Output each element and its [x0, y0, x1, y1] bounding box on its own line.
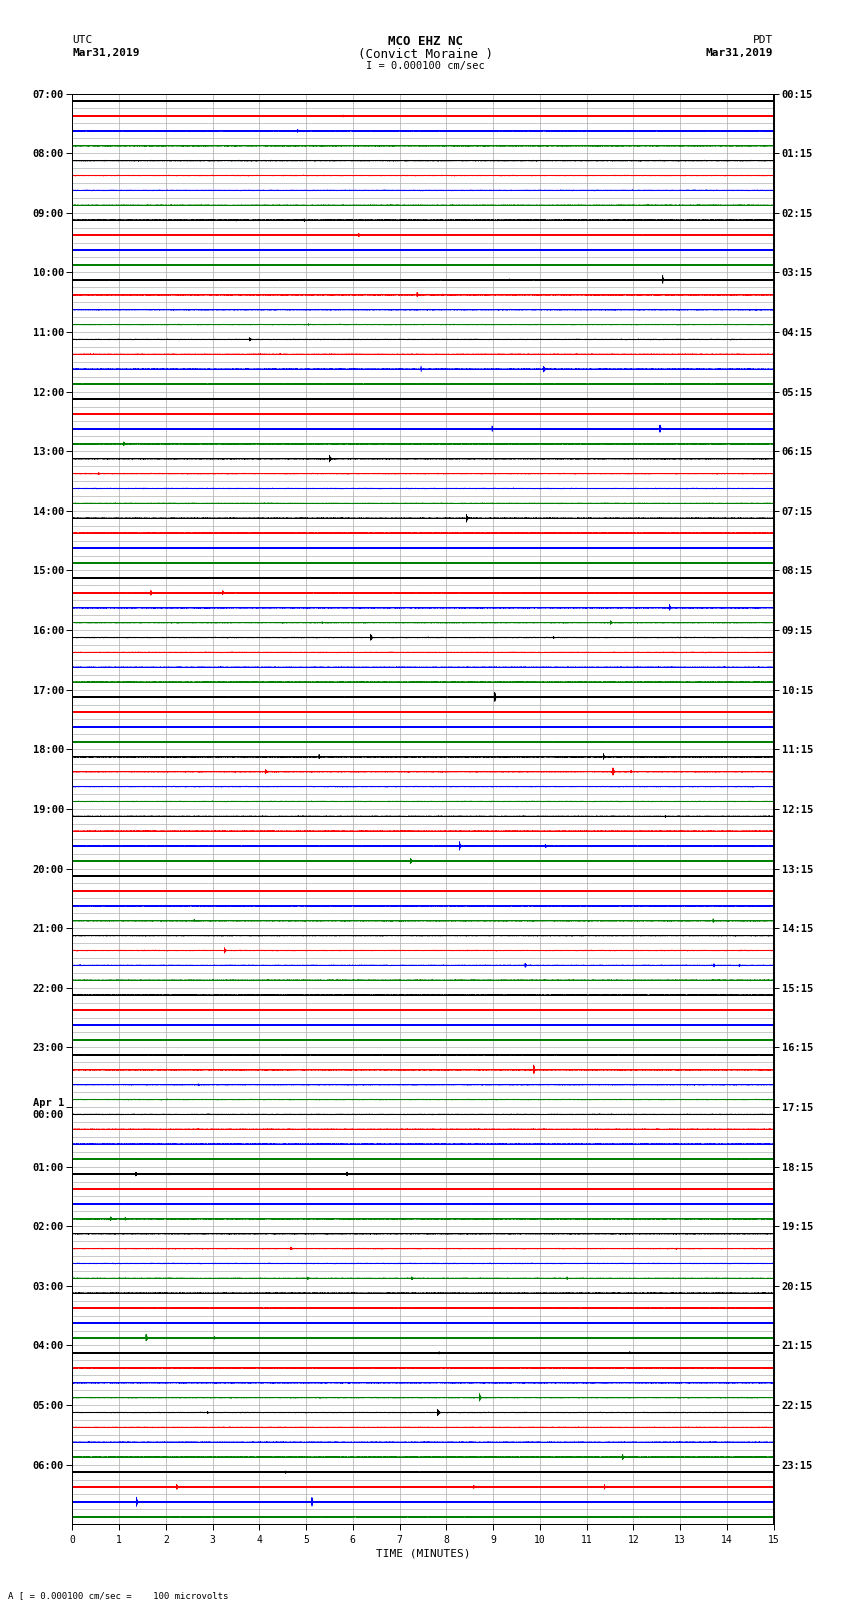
- Text: I = 0.000100 cm/sec: I = 0.000100 cm/sec: [366, 61, 484, 71]
- Text: A [ = 0.000100 cm/sec =    100 microvolts: A [ = 0.000100 cm/sec = 100 microvolts: [8, 1590, 229, 1600]
- X-axis label: TIME (MINUTES): TIME (MINUTES): [376, 1548, 470, 1558]
- Text: Mar31,2019: Mar31,2019: [706, 48, 774, 58]
- Text: Mar31,2019: Mar31,2019: [72, 48, 139, 58]
- Text: (Convict Moraine ): (Convict Moraine ): [358, 48, 492, 61]
- Text: PDT: PDT: [753, 35, 774, 45]
- Text: UTC: UTC: [72, 35, 93, 45]
- Text: MCO EHZ NC: MCO EHZ NC: [388, 35, 462, 48]
